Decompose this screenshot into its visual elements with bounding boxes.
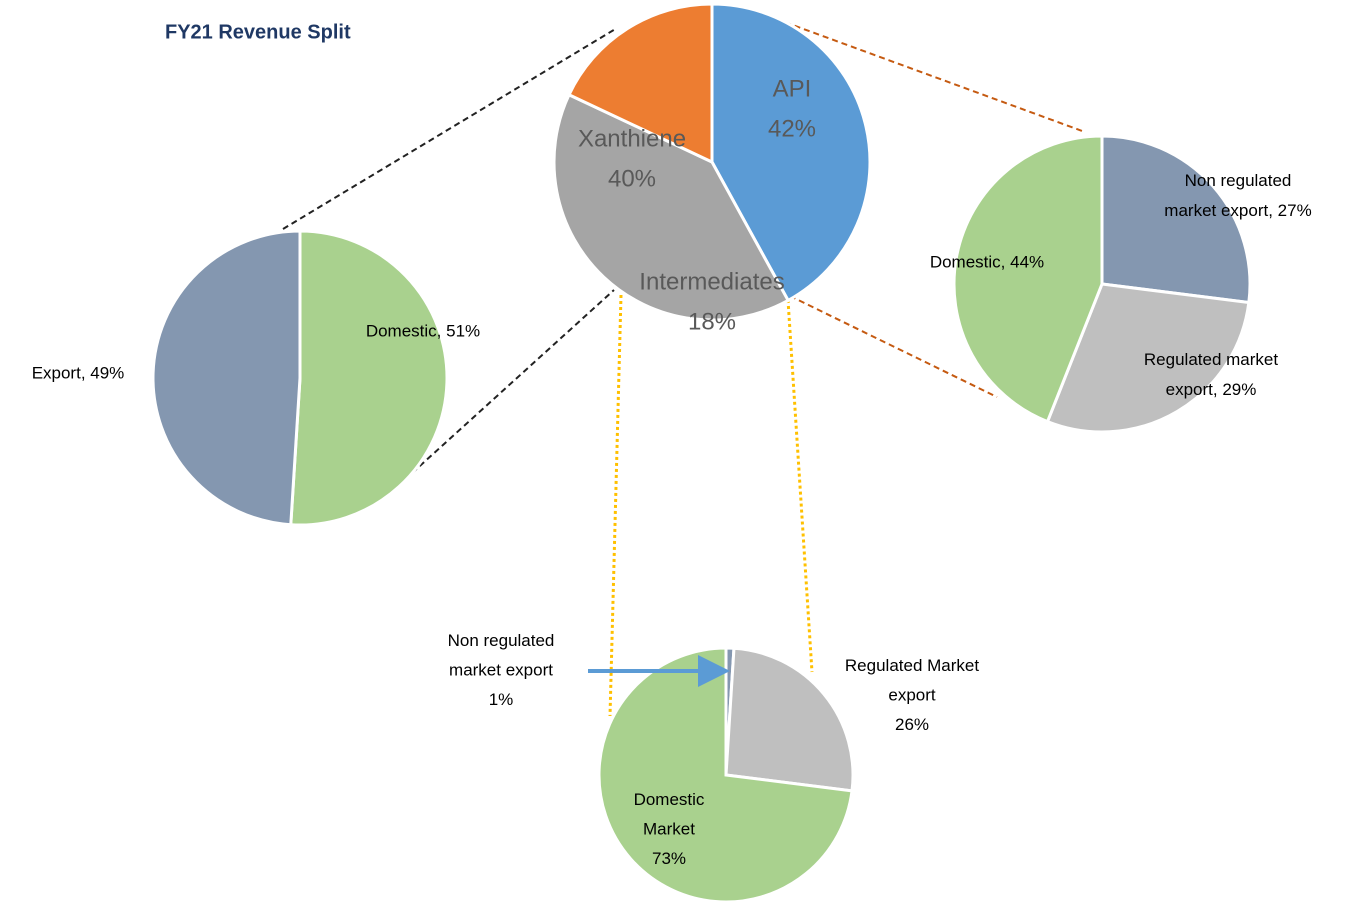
data-label: Non regulated market export 1% bbox=[448, 631, 555, 709]
pie-slice bbox=[710, 2, 872, 303]
data-label: Non regulated market export, 27% bbox=[1164, 171, 1311, 220]
data-label: Domestic Market 73% bbox=[634, 790, 705, 868]
data-label: 40% bbox=[608, 165, 656, 192]
slice-category: Intermediates bbox=[639, 268, 784, 295]
pie-slice bbox=[1045, 282, 1251, 434]
data-label: Domestic, 51% bbox=[366, 321, 480, 340]
data-label: Export, 49% bbox=[32, 363, 125, 382]
chart-title: FY21 Revenue Split bbox=[165, 21, 351, 43]
data-label: 42% bbox=[768, 115, 816, 142]
connector bbox=[282, 27, 618, 230]
pie-slice bbox=[289, 229, 449, 527]
slice-category: API bbox=[773, 75, 812, 102]
connector bbox=[389, 289, 615, 494]
connectors bbox=[282, 11, 1086, 717]
data-label: 18% bbox=[688, 308, 736, 335]
connector bbox=[756, 11, 1086, 133]
pie-slice bbox=[1100, 134, 1252, 305]
pie-slice bbox=[952, 134, 1104, 424]
pie-slice bbox=[567, 2, 714, 165]
data-label: Regulated Market export 26% bbox=[845, 656, 979, 734]
data-label: Domestic, 44% bbox=[930, 252, 1044, 271]
pie-slice bbox=[597, 646, 854, 901]
data-label: Regulated market export, 29% bbox=[1144, 350, 1278, 399]
pies: API 42% Xanthiene 40% Intermediates 18% Domest… bbox=[32, 2, 1312, 901]
pie-slice bbox=[724, 646, 855, 793]
connector bbox=[786, 299, 814, 673]
pie-slice bbox=[151, 229, 302, 527]
connector bbox=[789, 295, 998, 398]
pie-slice bbox=[552, 92, 791, 322]
connector bbox=[608, 294, 623, 717]
slice-category: Xanthiene bbox=[578, 125, 686, 152]
